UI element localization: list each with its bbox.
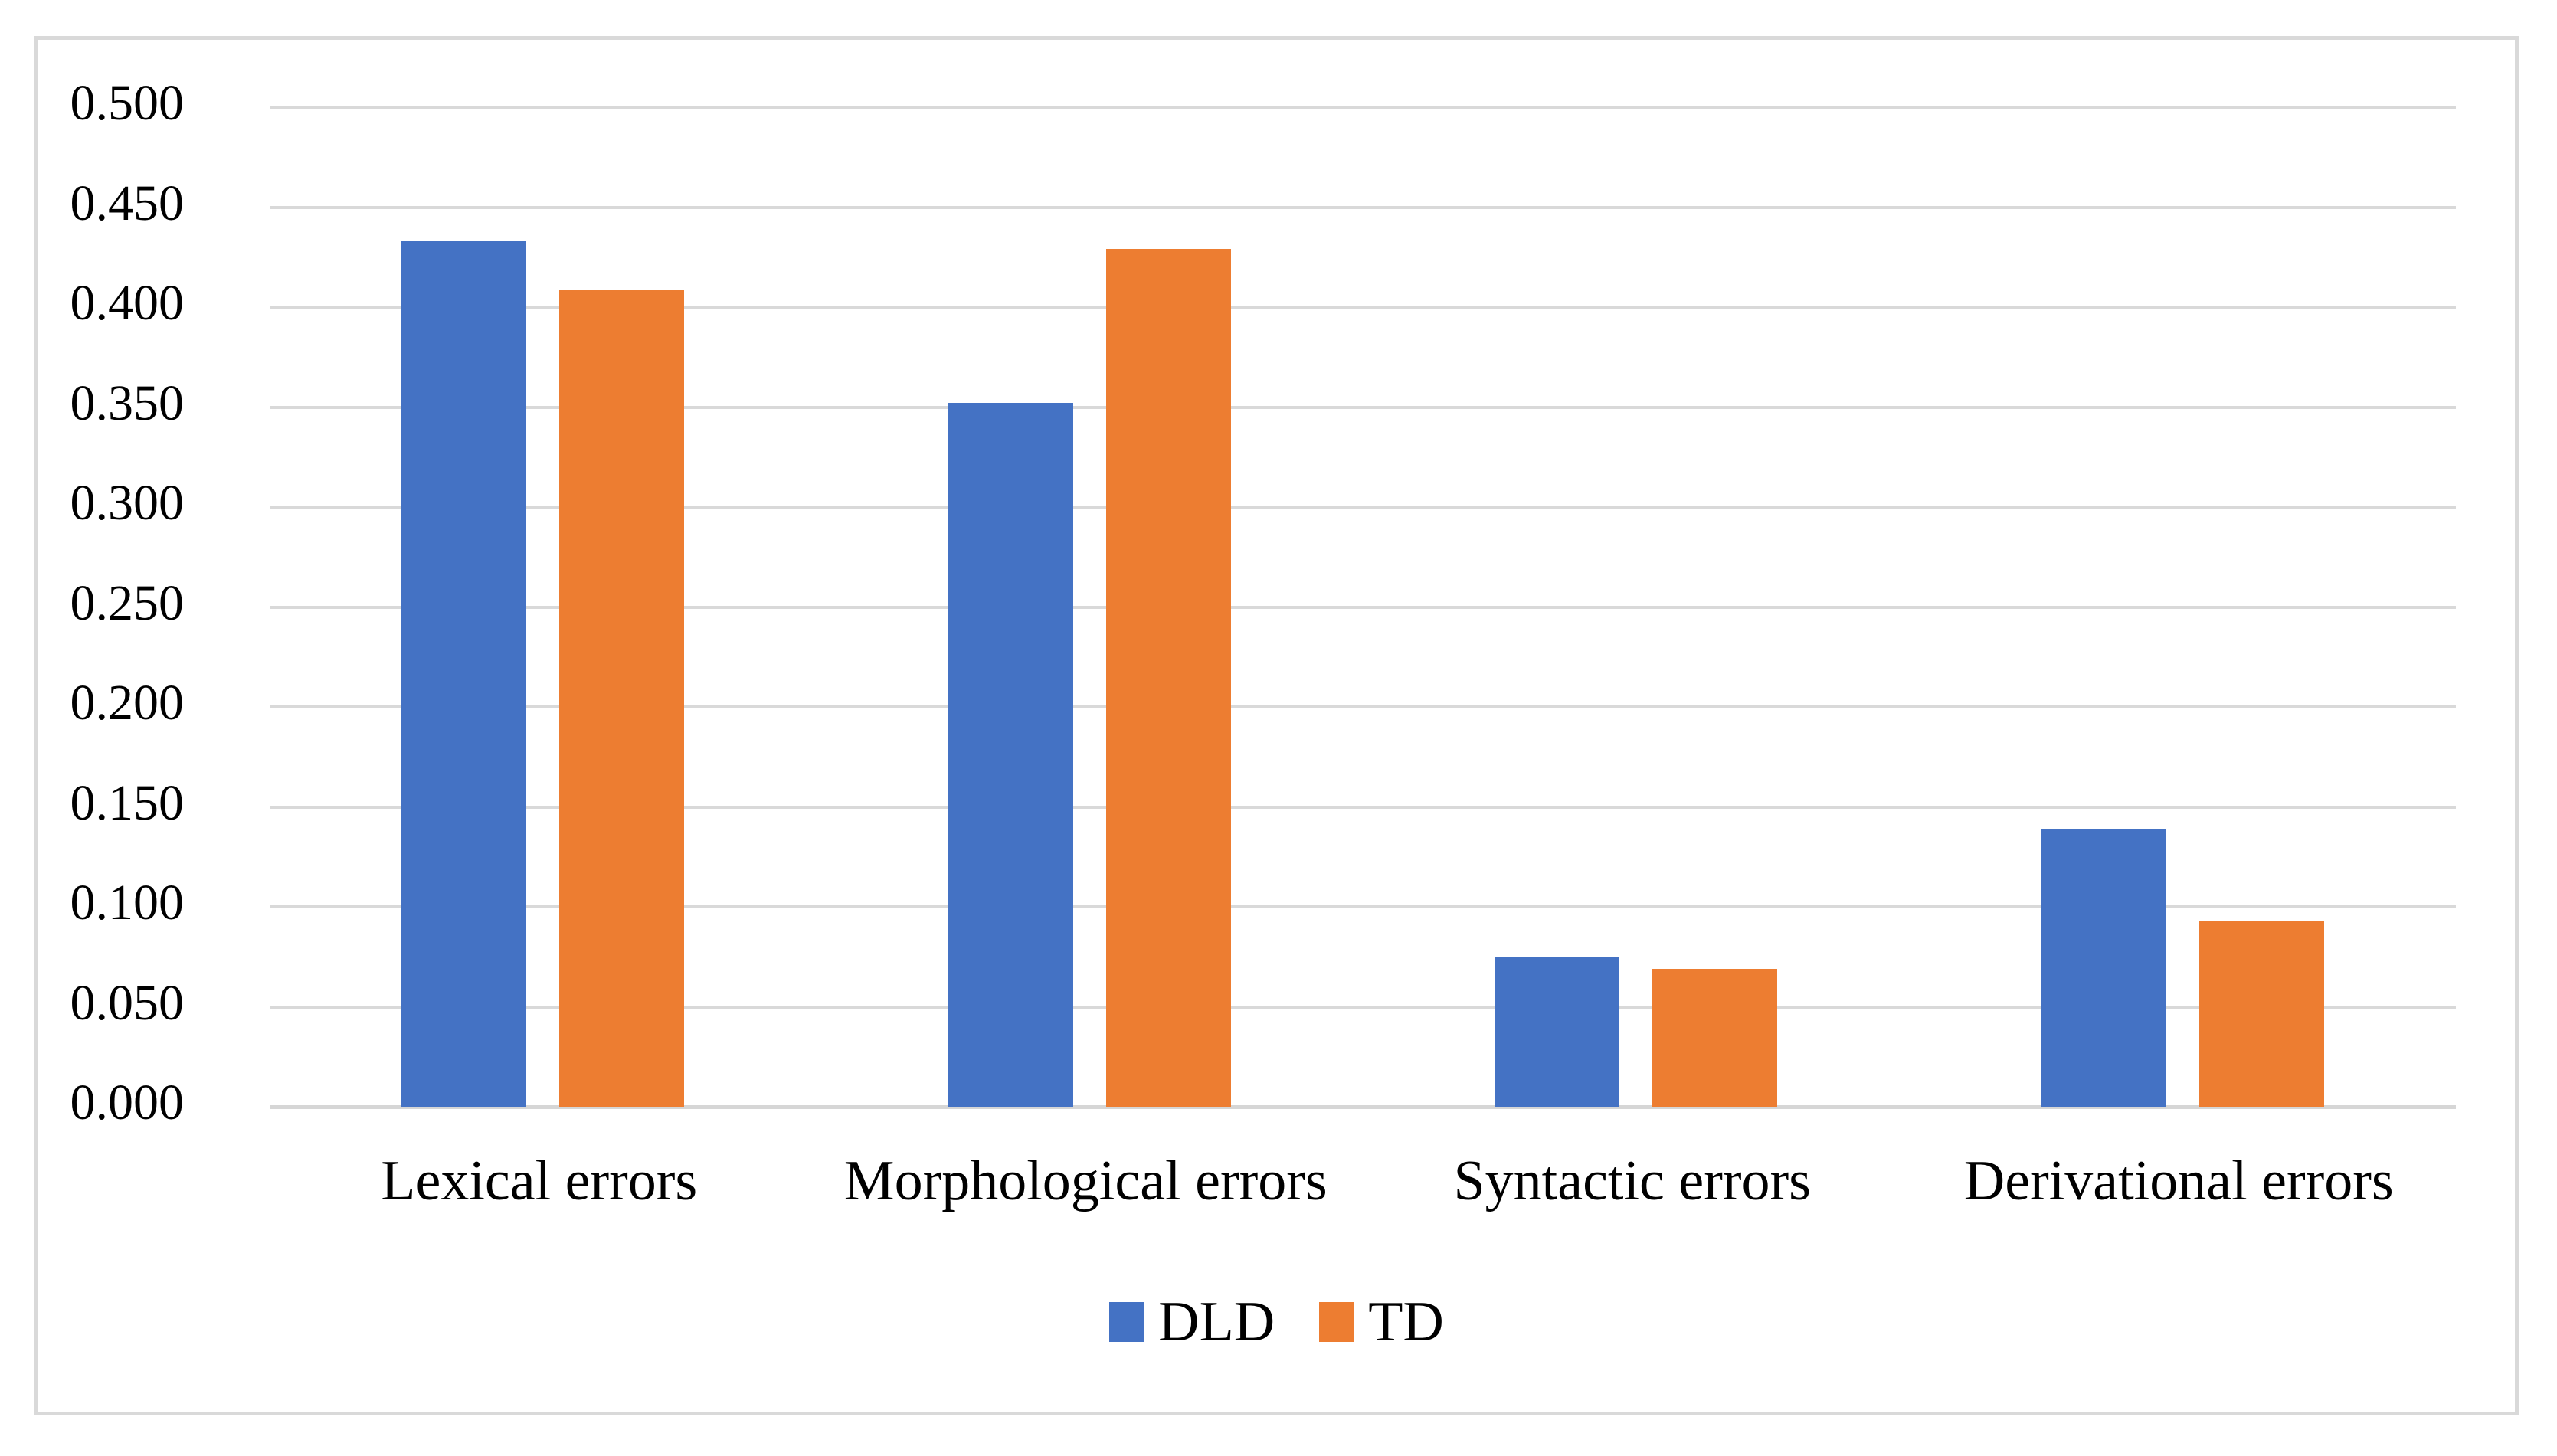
y-tick-label: 0.200: [70, 675, 185, 731]
legend-item-td: TD: [1319, 1291, 1444, 1353]
legend-item-dld: DLD: [1109, 1291, 1275, 1353]
gridline: [270, 306, 2456, 309]
bar-td-lexical-errors: [559, 289, 685, 1107]
gridline: [270, 705, 2456, 708]
gridline: [270, 1005, 2456, 1009]
bar-dld-morphological-errors: [948, 403, 1073, 1107]
x-category-label-derivational-errors: Derivational errors: [1963, 1150, 2394, 1212]
y-tick-label: 0.350: [70, 375, 185, 431]
chart-frame: [34, 36, 2519, 1415]
gridline: [270, 205, 2456, 209]
y-tick-label: 0.050: [70, 974, 185, 1031]
bar-dld-syntactic-errors: [1495, 957, 1620, 1107]
legend-label-td: TD: [1368, 1291, 1444, 1353]
x-axis-line: [270, 1105, 2456, 1109]
y-tick-label: 0.400: [70, 275, 185, 331]
dld-series-swatch-icon: [1109, 1302, 1145, 1342]
bar-td-derivational-errors: [2198, 921, 2324, 1107]
y-tick-label: 0.150: [70, 774, 185, 831]
bar-td-morphological-errors: [1105, 249, 1231, 1107]
y-tick-label: 0.250: [70, 574, 185, 631]
gridline: [270, 905, 2456, 908]
gridline: [270, 405, 2456, 409]
gridline: [270, 605, 2456, 609]
gridline: [270, 106, 2456, 109]
td-series-swatch-icon: [1319, 1302, 1355, 1342]
x-category-label-lexical-errors: Lexical errors: [381, 1150, 698, 1212]
y-tick-label: 0.000: [70, 1075, 185, 1130]
x-category-label-syntactic-errors: Syntactic errors: [1453, 1150, 1811, 1212]
y-tick-label: 0.500: [70, 75, 185, 131]
gridline: [270, 506, 2456, 509]
y-tick-label: 0.450: [70, 175, 185, 231]
y-tick-label: 0.300: [70, 475, 185, 531]
bar-dld-derivational-errors: [2041, 829, 2166, 1107]
legend-label-dld: DLD: [1158, 1291, 1275, 1353]
y-tick-label: 0.100: [70, 875, 185, 931]
bar-td-syntactic-errors: [1652, 968, 1778, 1107]
legend: DLD TD: [34, 1291, 2519, 1353]
plot-area: [38, 40, 2515, 1412]
gridline: [270, 805, 2456, 809]
bar-dld-lexical-errors: [401, 240, 527, 1107]
x-category-label-morphological-errors: Morphological errors: [843, 1150, 1328, 1212]
